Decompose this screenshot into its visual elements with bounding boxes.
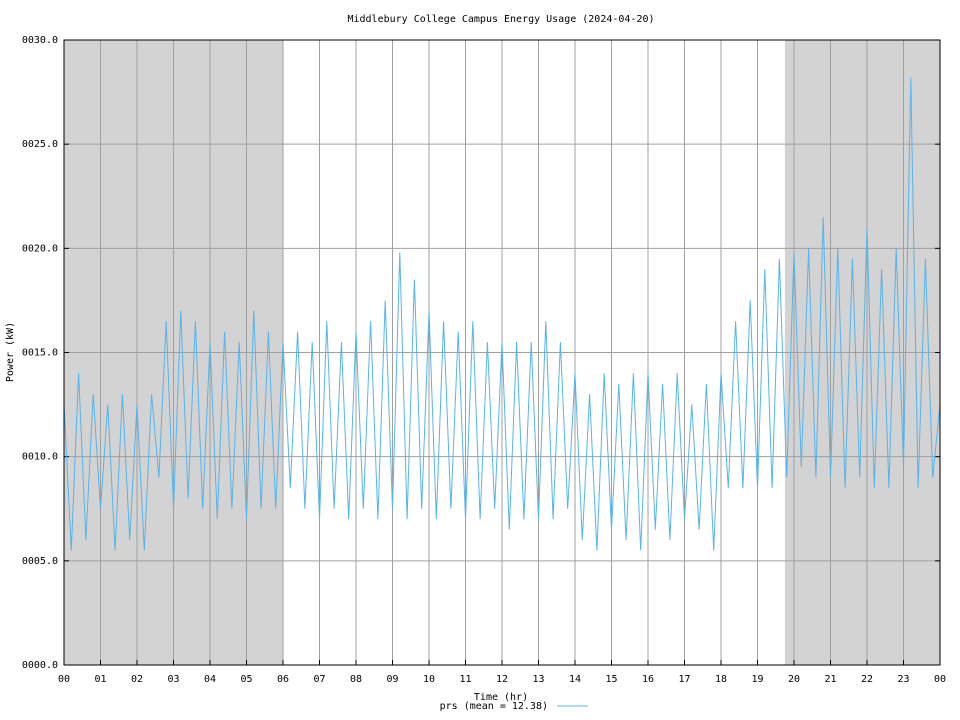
x-tick-label: 17 [678, 674, 690, 685]
y-tick-label: 0005.0 [22, 556, 58, 567]
plot-layer [63, 77, 941, 551]
legend-label: prs (mean = 12.38) [440, 701, 548, 712]
x-tick-label: 13 [532, 674, 544, 685]
x-tick-label: 04 [204, 674, 216, 685]
x-tick-label: 11 [459, 674, 471, 685]
y-tick-label: 0030.0 [22, 35, 58, 46]
x-tick-label: 19 [751, 674, 763, 685]
y-tick-label: 0010.0 [22, 452, 58, 463]
y-axis-label: Power (kW) [5, 322, 16, 382]
x-tick-label: 06 [277, 674, 289, 685]
y-tick-label: 0025.0 [22, 139, 58, 150]
x-tick-label: 23 [897, 674, 909, 685]
x-tick-label: 03 [167, 674, 179, 685]
x-tick-label: 02 [131, 674, 143, 685]
x-axis-label: Time (hr) [474, 692, 528, 703]
x-tick-label: 14 [569, 674, 581, 685]
x-tick-label: 15 [605, 674, 617, 685]
x-tick-label: 12 [496, 674, 508, 685]
x-tick-label: 21 [824, 674, 836, 685]
x-tick-label: 07 [313, 674, 325, 685]
x-tick-label: 18 [715, 674, 727, 685]
x-tick-label: 09 [386, 674, 398, 685]
x-tick-label: 00 [58, 674, 70, 685]
x-tick-label: 00 [934, 674, 946, 685]
data-line [63, 77, 941, 551]
x-tick-label: 16 [642, 674, 654, 685]
chart-title: Middlebury College Campus Energy Usage (… [347, 14, 654, 25]
x-tick-label: 22 [861, 674, 873, 685]
x-tick-label: 01 [94, 674, 106, 685]
plot-border [63, 39, 941, 666]
x-tick-label: 10 [423, 674, 435, 685]
y-tick-label: 0020.0 [22, 243, 58, 254]
y-tick-label: 0015.0 [22, 348, 58, 359]
x-tick-label: 05 [240, 674, 252, 685]
x-tick-label: 08 [350, 674, 362, 685]
x-tick-label: 20 [788, 674, 800, 685]
y-tick-label: 0000.0 [22, 660, 58, 671]
